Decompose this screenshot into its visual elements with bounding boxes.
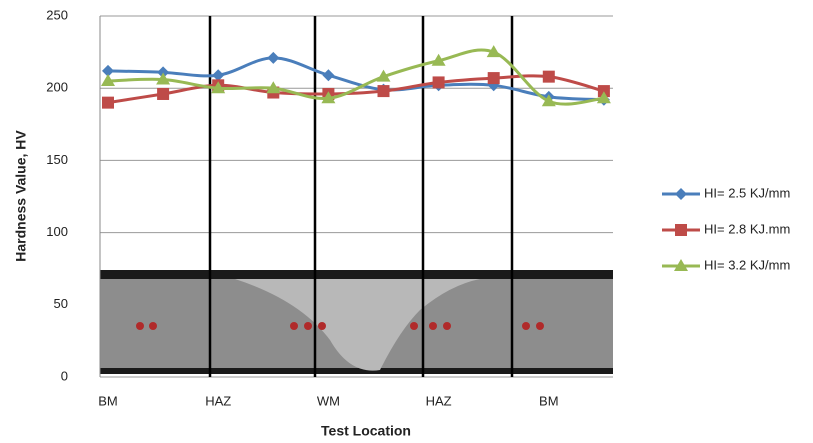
y-tick-label: 0 [61, 368, 68, 383]
weld-image [100, 270, 613, 374]
marker [543, 71, 555, 83]
marker [157, 88, 169, 100]
legend-marker [675, 224, 687, 236]
x-tick-label: WM [317, 393, 340, 408]
marker [488, 72, 500, 84]
marker [102, 97, 114, 109]
y-tick-label: 250 [46, 7, 68, 22]
marker [322, 69, 334, 81]
legend-label: HI= 3.2 KJ/mm [704, 257, 790, 272]
marker [267, 52, 279, 64]
legend-label: HI= 2.5 KJ/mm [704, 185, 790, 200]
y-tick-label: 100 [46, 224, 68, 239]
marker [433, 76, 445, 88]
y-axis-label: Hardness Value, HV [13, 130, 29, 262]
x-tick-label: HAZ [205, 393, 231, 408]
marker [378, 85, 390, 97]
x-tick-label: HAZ [426, 393, 452, 408]
y-tick-label: 200 [46, 80, 68, 95]
chart: Test Location Hardness Value, HV 0 50 100 1… [0, 0, 813, 443]
x-tick-label: BM [539, 393, 559, 408]
x-axis-label: Test Location [321, 423, 411, 439]
x-tick-label: BM [98, 393, 118, 408]
y-tick-label: 150 [46, 152, 68, 167]
y-tick-label: 50 [54, 296, 68, 311]
legend-label: HI= 2.8 KJ.mm [704, 221, 790, 236]
legend-marker [675, 188, 687, 200]
